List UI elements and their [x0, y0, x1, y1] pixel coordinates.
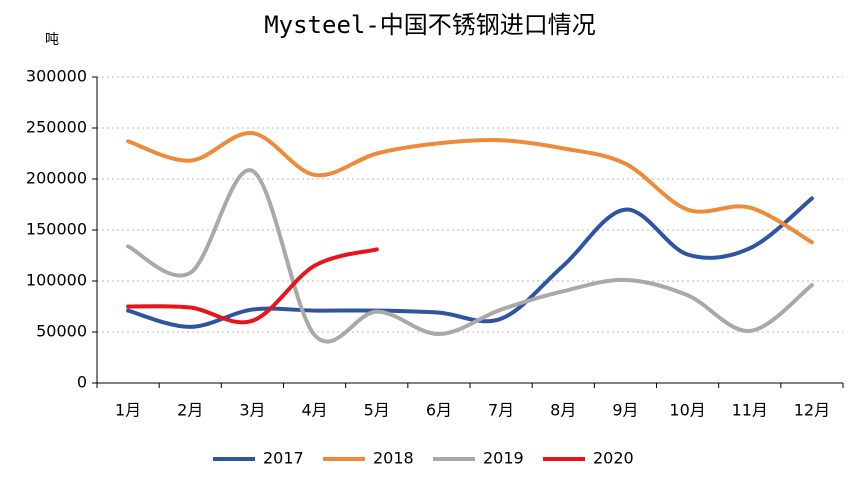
legend-label: 2020 — [593, 449, 634, 468]
y-tick-label: 100000 — [26, 271, 87, 290]
x-tick-label: 10月 — [669, 401, 705, 420]
y-tick-label: 150000 — [26, 220, 87, 239]
x-tick-label: 5月 — [364, 401, 390, 420]
x-tick-label: 2月 — [177, 401, 203, 420]
x-tick-label: 6月 — [426, 401, 452, 420]
legend-label: 2018 — [373, 449, 414, 468]
y-tick-label: 250000 — [26, 118, 87, 137]
y-tick-label: 0 — [77, 373, 87, 392]
x-tick-label: 12月 — [794, 401, 830, 420]
y-axis-label: 吨 — [45, 32, 59, 48]
y-tick-label: 300000 — [26, 67, 87, 86]
x-tick-label: 3月 — [239, 401, 265, 420]
x-tick-label: 7月 — [488, 401, 514, 420]
x-tick-label: 8月 — [550, 401, 576, 420]
chart-title: Mysteel-中国不锈钢进口情况 — [264, 11, 596, 39]
series-line — [126, 168, 814, 344]
legend-label: 2017 — [263, 449, 304, 468]
x-tick-label: 1月 — [115, 401, 141, 420]
legend-label: 2019 — [483, 449, 524, 468]
x-tick-label: 11月 — [732, 401, 768, 420]
series-line — [126, 131, 814, 245]
series-line — [126, 247, 379, 325]
series-line — [126, 196, 814, 329]
y-tick-label: 200000 — [26, 169, 87, 188]
x-tick-label: 9月 — [612, 401, 638, 420]
y-tick-label: 50000 — [36, 322, 87, 341]
x-tick-label: 4月 — [301, 401, 327, 420]
